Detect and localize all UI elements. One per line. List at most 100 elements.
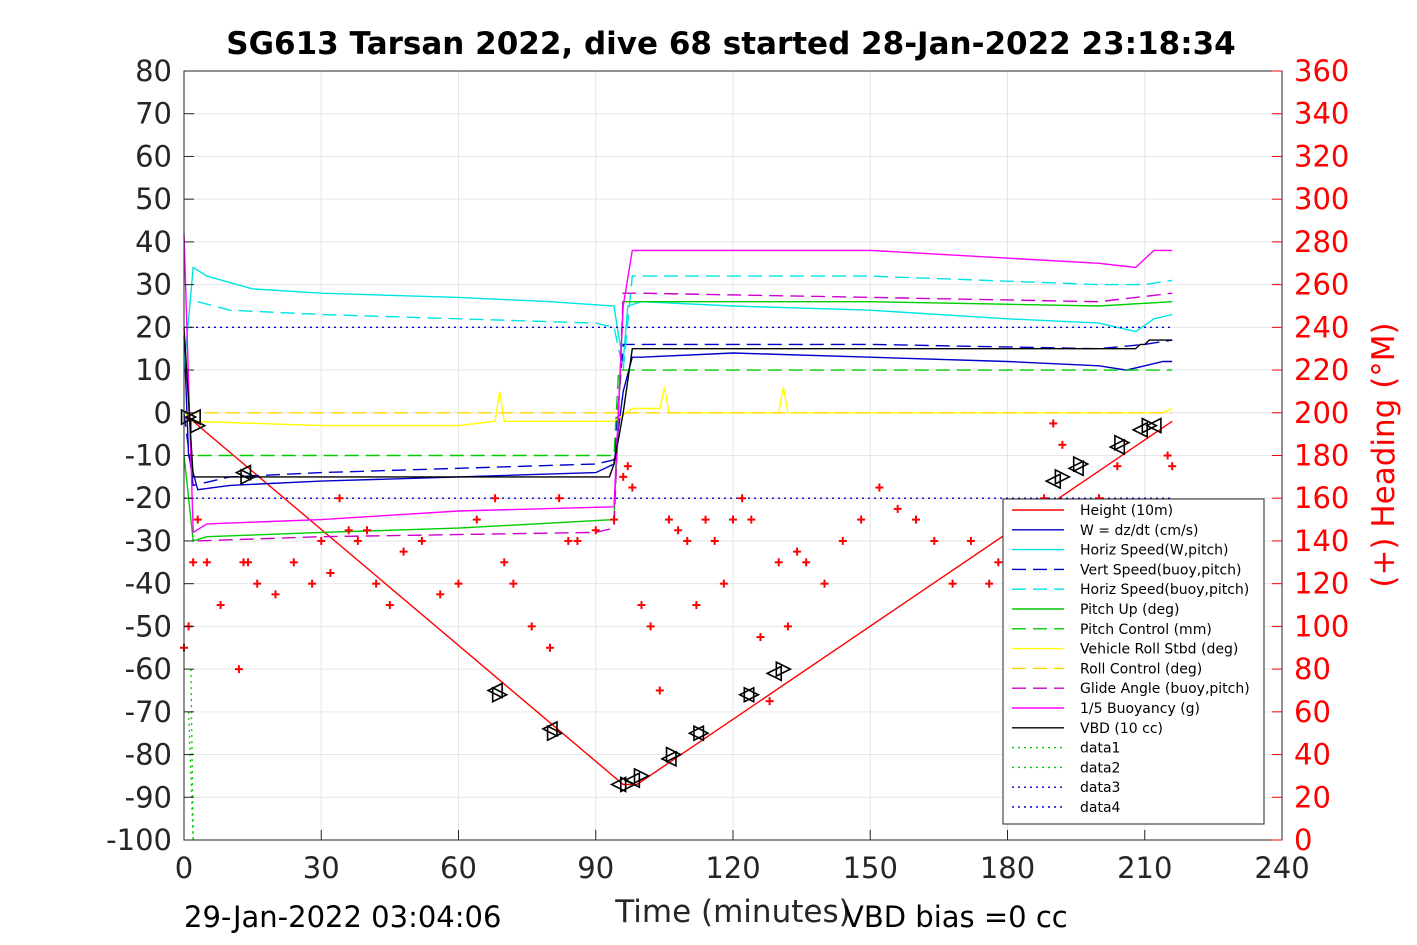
depth-marker [541, 720, 558, 738]
heading-point [436, 590, 445, 599]
heading-point [500, 558, 509, 567]
heading-point [637, 601, 646, 610]
heading-point [308, 579, 317, 588]
legend-label: W = dz/dt (cm/s) [1080, 523, 1199, 539]
heading-point [793, 547, 802, 556]
y-right-tick-label: 180 [1294, 439, 1349, 473]
heading-point [729, 515, 737, 524]
depth-marker [180, 408, 198, 426]
depth-marker [1067, 460, 1084, 477]
y-right-tick-label: 220 [1294, 353, 1349, 387]
depth-marker [234, 464, 252, 481]
heading-point [189, 558, 198, 567]
heading-point [1113, 462, 1122, 471]
heading-point [838, 536, 847, 545]
heading-point [802, 558, 811, 567]
depth-marker [1141, 417, 1159, 434]
y-right-tick-label: 280 [1294, 225, 1349, 259]
heading-point [623, 462, 632, 471]
depth-marker [743, 686, 761, 704]
y-tick-label: -40 [125, 567, 172, 601]
heading-point [893, 504, 902, 513]
depth-marker [240, 468, 257, 486]
y-right-tick-label: 240 [1294, 310, 1349, 344]
legend-label: data3 [1080, 780, 1120, 796]
heading-point [317, 536, 326, 545]
x-tick-label: 60 [440, 851, 477, 885]
footer-timestamp: 29-Jan-2022 03:04:06 [184, 900, 501, 934]
y-right-tick-label: 20 [1294, 780, 1331, 814]
footer-vbd-bias: VBD bias =0 cc [844, 900, 1068, 934]
legend: Height (10m) W = dz/dt (cm/s) Horiz Speed(… [1002, 498, 1265, 825]
heading-point [472, 515, 481, 524]
depth-marker [660, 750, 677, 768]
x-tick-label: 120 [705, 851, 760, 885]
legend-label: data2 [1080, 760, 1120, 776]
y-right-tick-label: 360 [1294, 54, 1349, 88]
heading-point [628, 483, 637, 492]
heading-point [820, 579, 829, 588]
y-tick-label: -80 [125, 738, 172, 772]
heading-point [564, 536, 573, 545]
heading-point [491, 494, 500, 503]
y-tick-label: -70 [125, 695, 172, 729]
legend-label: Height (10m) [1080, 503, 1173, 519]
series-line-11 [183, 327, 1173, 478]
heading-point [710, 536, 719, 545]
y-axis-right-label: (+) Heading (°M) [1366, 322, 1402, 587]
y-tick-label: -50 [125, 609, 172, 643]
legend-label: Roll Control (deg) [1080, 661, 1202, 677]
heading-point [573, 536, 582, 545]
heading-point [271, 590, 280, 599]
depth-marker [486, 682, 503, 699]
depth-marker [609, 776, 627, 793]
heading-point [216, 601, 225, 610]
legend-label: Pitch Up (deg) [1080, 602, 1179, 618]
y-right-tick-label: 320 [1294, 139, 1349, 173]
legend-label: 1/5 Buoyancy (g) [1080, 701, 1200, 717]
y-right-tick-label: 60 [1294, 695, 1331, 729]
y-tick-label: 40 [135, 225, 172, 259]
series-line-9 [197, 292, 1173, 542]
depth-marker [491, 686, 509, 704]
depth-marker [665, 746, 683, 763]
y-tick-label: 0 [154, 396, 172, 430]
depth-marker [1072, 455, 1090, 473]
y-tick-label: 60 [135, 139, 172, 173]
legend-label: Horiz Speed(W,pitch) [1080, 543, 1228, 559]
heading-point [193, 515, 202, 524]
heading-point [857, 515, 866, 524]
y-tick-label: 20 [135, 310, 172, 344]
heading-point [253, 579, 262, 588]
heading-point [619, 472, 628, 481]
series-layer [183, 233, 1173, 841]
x-tick-label: 30 [303, 851, 340, 885]
legend-label: Horiz Speed(buoy,pitch) [1080, 582, 1249, 598]
x-tick-label: 150 [843, 851, 898, 885]
x-tick-label: 90 [577, 851, 614, 885]
y-tick-label: -20 [125, 481, 172, 515]
y-right-tick-label: 120 [1294, 567, 1349, 601]
depth-marker [1114, 434, 1131, 451]
y-tick-label: 70 [135, 97, 172, 131]
series-line-4 [197, 275, 1173, 371]
y-right-tick-label: 200 [1294, 396, 1349, 430]
heading-point [202, 558, 211, 567]
legend-label: data1 [1080, 741, 1120, 757]
y-tick-label: -90 [125, 780, 172, 814]
y-tick-label: 50 [135, 182, 172, 216]
y-right-tick-label: 40 [1294, 738, 1331, 772]
legend-box [1002, 498, 1265, 825]
chart-title: SG613 Tarsan 2022, dive 68 started 28-Ja… [226, 26, 1235, 62]
legend-label: Pitch Control (mm) [1080, 622, 1212, 638]
depth-marker [775, 660, 793, 678]
depth-marker [633, 767, 651, 785]
heading-point [344, 526, 353, 535]
x-axis-label: Time (minutes) [614, 894, 850, 930]
y-tick-label: 30 [135, 268, 172, 302]
legend-label: VBD (10 cc) [1080, 721, 1163, 737]
y-tick-label: 10 [135, 353, 172, 387]
legend-label: Vert Speed(buoy,pitch) [1080, 562, 1242, 578]
y-tick-label: 80 [135, 54, 172, 88]
